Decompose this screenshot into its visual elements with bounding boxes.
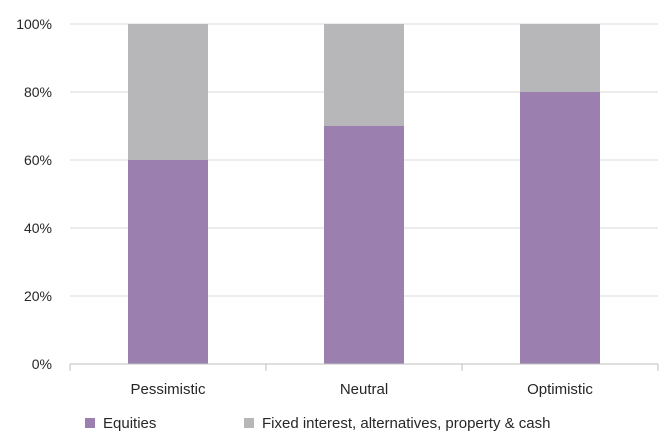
bars bbox=[128, 24, 600, 364]
legend-swatch bbox=[85, 418, 95, 428]
x-category-label: Pessimistic bbox=[130, 381, 206, 398]
bar-segment-equities-pessimistic bbox=[128, 160, 208, 364]
y-axis-ticks: 0% 20% 40% 60% 80% 100% bbox=[16, 16, 52, 372]
x-category-label: Neutral bbox=[340, 381, 388, 398]
x-axis-labels: Pessimistic Neutral Optimistic bbox=[130, 381, 593, 398]
legend-label: Fixed interest, alternatives, property &… bbox=[262, 415, 550, 432]
y-tick-label: 60% bbox=[24, 152, 52, 168]
bar-segment-fixed-interest-neutral bbox=[324, 24, 404, 126]
legend-swatch bbox=[244, 418, 254, 428]
y-tick-label: 20% bbox=[24, 288, 52, 304]
bar-segment-fixed-interest-optimistic bbox=[520, 24, 600, 92]
y-tick-label: 40% bbox=[24, 220, 52, 236]
y-tick-label: 80% bbox=[24, 84, 52, 100]
legend-label: Equities bbox=[103, 415, 156, 432]
bar-segment-fixed-interest-pessimistic bbox=[128, 24, 208, 160]
x-axis-tick-marks bbox=[69, 364, 659, 371]
x-category-label: Optimistic bbox=[527, 381, 593, 398]
bar-segment-equities-optimistic bbox=[520, 92, 600, 364]
y-tick-label: 100% bbox=[16, 16, 52, 32]
bar-segment-equities-neutral bbox=[324, 126, 404, 364]
y-tick-label: 0% bbox=[32, 356, 52, 372]
legend: Equities Fixed interest, alternatives, pr… bbox=[85, 415, 550, 432]
